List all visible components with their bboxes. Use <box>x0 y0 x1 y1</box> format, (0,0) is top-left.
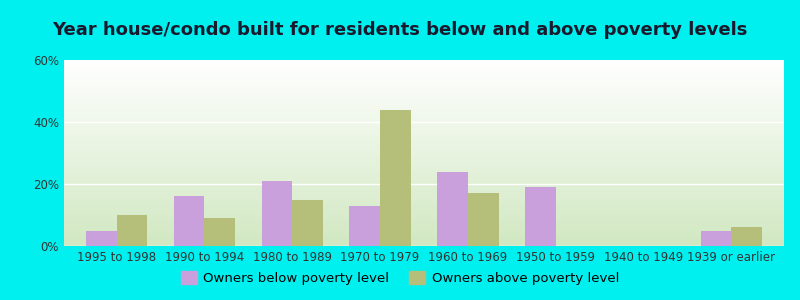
Bar <box>86 230 117 246</box>
Bar <box>525 187 556 246</box>
Bar <box>292 200 323 246</box>
Bar <box>731 227 762 246</box>
Bar <box>701 230 731 246</box>
Bar <box>117 215 147 246</box>
Text: Year house/condo built for residents below and above poverty levels: Year house/condo built for residents bel… <box>52 21 748 39</box>
Legend: Owners below poverty level, Owners above poverty level: Owners below poverty level, Owners above… <box>176 266 624 290</box>
Bar <box>174 196 205 246</box>
Bar <box>205 218 235 246</box>
Bar <box>380 110 411 246</box>
Bar <box>468 193 498 246</box>
Bar <box>437 172 468 246</box>
Bar <box>262 181 292 246</box>
Bar <box>350 206 380 246</box>
